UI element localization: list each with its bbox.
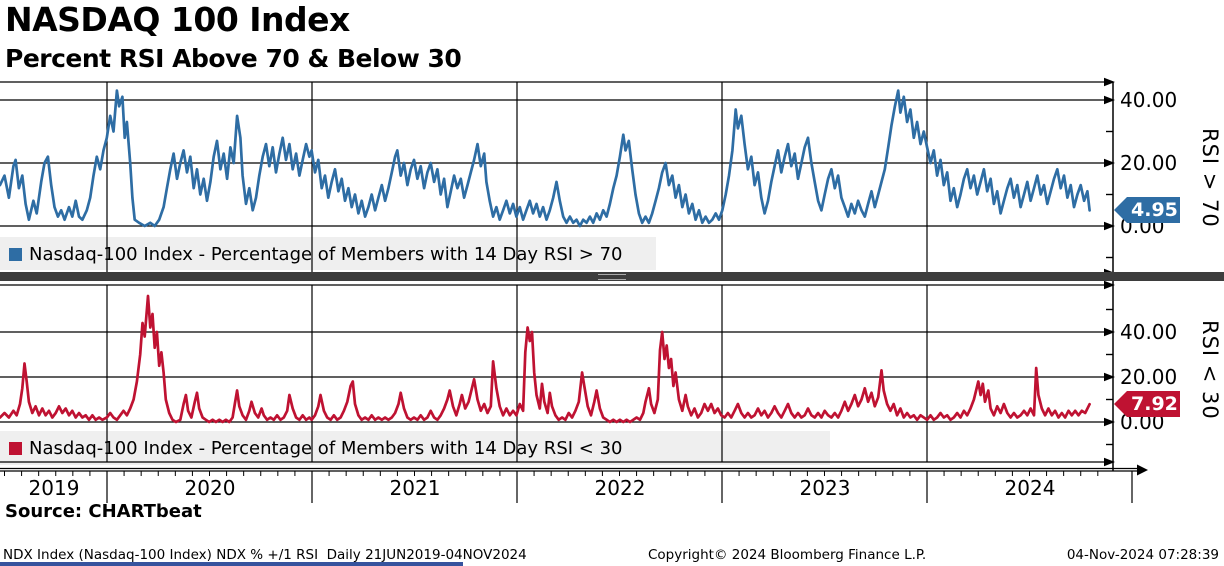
blue-square-legend-icon — [9, 247, 22, 261]
panel-divider[interactable] — [0, 272, 1224, 281]
footer-security-info: NDX Index (Nasdaq-100 Index) NDX % +/1 R… — [3, 547, 527, 563]
x-year-2022: 2022 — [594, 476, 646, 500]
x-year-2019: 2019 — [28, 476, 80, 500]
legend-rsi-above: Nasdaq-100 Index - Percentage of Members… — [0, 237, 622, 271]
taskbar-edge-strip — [0, 562, 463, 566]
y-tick-20-top: 20.00 — [1120, 151, 1178, 175]
page-title: NASDAQ 100 Index — [5, 0, 350, 39]
page-subtitle: Percent RSI Above 70 & Below 30 — [5, 44, 462, 73]
legend-label-rsi-below: Nasdaq-100 Index - Percentage of Members… — [29, 437, 623, 459]
x-year-2024: 2024 — [1004, 476, 1056, 500]
x-year-2023: 2023 — [799, 476, 851, 500]
legend-strip-rsi-below — [0, 431, 830, 465]
y-tick-40-bottom: 40.00 — [1120, 320, 1178, 344]
y-tick-20-bottom: 20.00 — [1120, 365, 1178, 389]
last-value-badge-rsi-above: 4.95 — [1114, 197, 1180, 223]
legend-label-rsi-above: Nasdaq-100 Index - Percentage of Members… — [29, 243, 623, 265]
source-label: Source: CHARTbeat — [5, 501, 202, 522]
footer-timestamp: 04-Nov-2024 07:28:39 — [1066, 547, 1219, 563]
axis-title-rsi-below: RSI < 30 — [1198, 320, 1222, 420]
x-year-2020: 2020 — [184, 476, 236, 500]
divider-handle-icon[interactable] — [598, 274, 626, 280]
legend-rsi-below: Nasdaq-100 Index - Percentage of Members… — [0, 431, 622, 465]
x-year-2021: 2021 — [389, 476, 441, 500]
footer-copyright: Copyright© 2024 Bloomberg Finance L.P. — [648, 547, 927, 563]
axis-title-rsi-above: RSI > 70 — [1198, 128, 1222, 228]
last-value-badge-rsi-below: 7.92 — [1114, 391, 1180, 417]
red-square-legend-icon — [9, 441, 22, 455]
legend-strip-rsi-above — [0, 237, 656, 270]
y-tick-40-top: 40.00 — [1120, 88, 1178, 112]
